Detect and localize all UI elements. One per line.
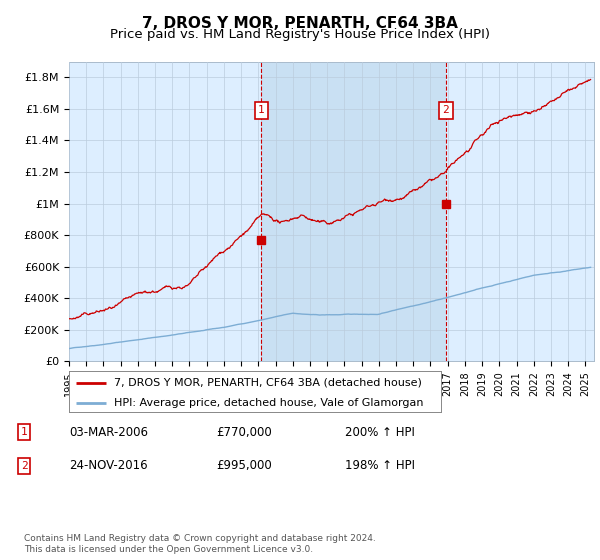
Text: 200% ↑ HPI: 200% ↑ HPI <box>345 426 415 439</box>
Text: 2: 2 <box>20 461 28 471</box>
Text: 2: 2 <box>443 105 449 115</box>
Text: 7, DROS Y MOR, PENARTH, CF64 3BA (detached house): 7, DROS Y MOR, PENARTH, CF64 3BA (detach… <box>113 377 422 388</box>
Text: £770,000: £770,000 <box>216 426 272 439</box>
Text: 03-MAR-2006: 03-MAR-2006 <box>69 426 148 439</box>
Text: Price paid vs. HM Land Registry's House Price Index (HPI): Price paid vs. HM Land Registry's House … <box>110 28 490 41</box>
Text: £995,000: £995,000 <box>216 459 272 473</box>
Bar <box>261 62 446 361</box>
Text: 7, DROS Y MOR, PENARTH, CF64 3BA: 7, DROS Y MOR, PENARTH, CF64 3BA <box>142 16 458 31</box>
Text: 1: 1 <box>20 427 28 437</box>
Text: 198% ↑ HPI: 198% ↑ HPI <box>345 459 415 473</box>
Text: Contains HM Land Registry data © Crown copyright and database right 2024.
This d: Contains HM Land Registry data © Crown c… <box>24 534 376 554</box>
Text: HPI: Average price, detached house, Vale of Glamorgan: HPI: Average price, detached house, Vale… <box>113 398 423 408</box>
Text: 1: 1 <box>258 105 265 115</box>
Text: 24-NOV-2016: 24-NOV-2016 <box>69 459 148 473</box>
